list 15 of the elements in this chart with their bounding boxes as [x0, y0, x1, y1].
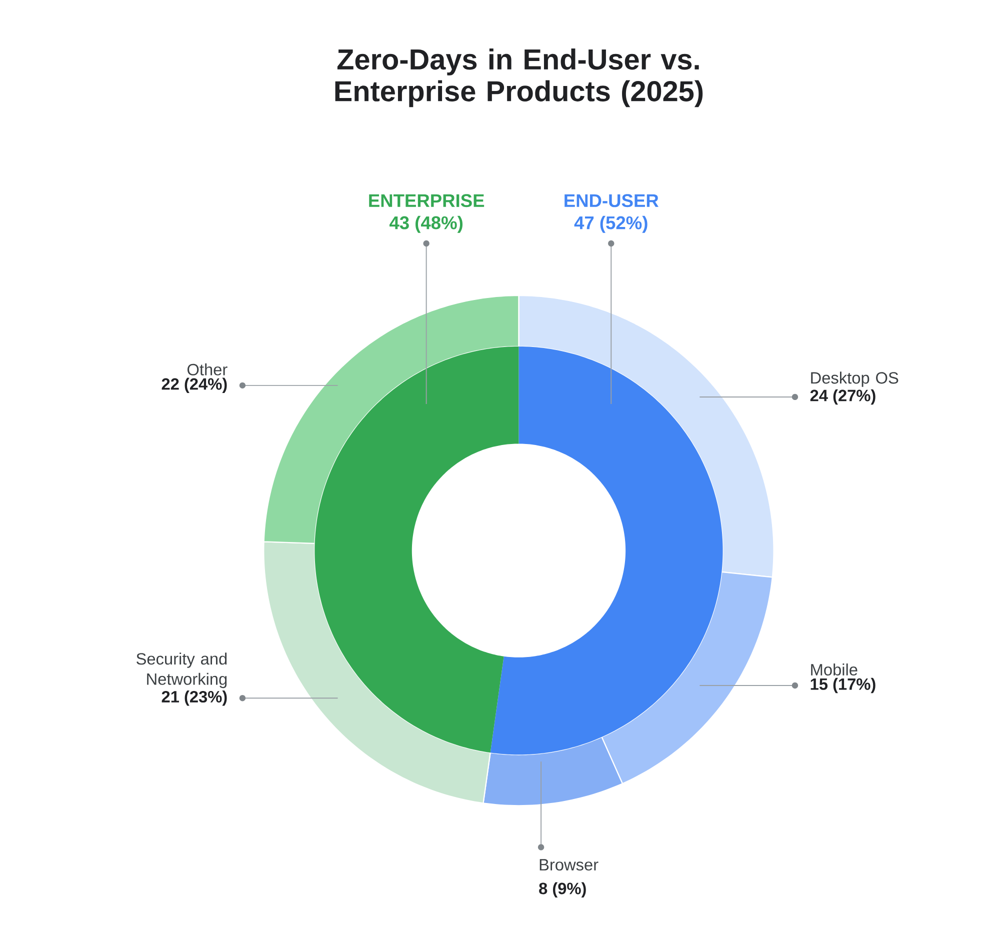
slice-label: Security and Networking	[136, 652, 227, 688]
slice-label: Mobile	[811, 664, 858, 676]
data-label: 47 (52%)	[574, 216, 648, 233]
slice-label: Browser	[540, 859, 598, 871]
data-label: 21 (23%)	[162, 690, 227, 706]
slice-label: Other	[188, 363, 228, 376]
data-label: 24 (27%)	[810, 389, 876, 405]
slice-label: Desktop OS	[811, 372, 898, 387]
data-label: 22 (24%)	[162, 378, 227, 394]
data-label: 43 (48%)	[389, 216, 462, 233]
data-label: 8 (9%)	[539, 882, 586, 898]
slice-label: END-USER	[564, 194, 659, 208]
data-label: 15 (17%)	[810, 678, 876, 694]
chart-title: Zero-Days in End-User vs. Enterprise Products (2025)	[335, 48, 703, 108]
slice-label: ENTERPRISE	[369, 194, 484, 208]
